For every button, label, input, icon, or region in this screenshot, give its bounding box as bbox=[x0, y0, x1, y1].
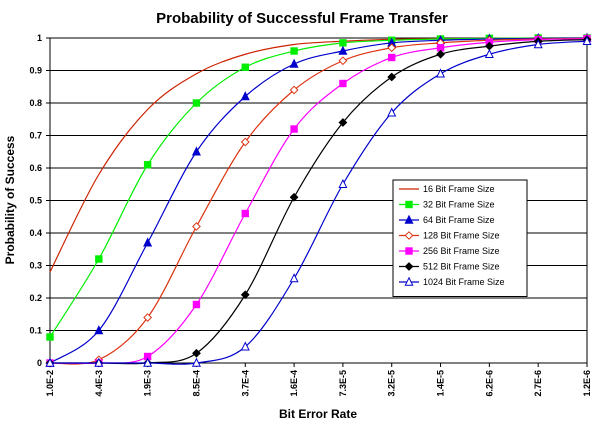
y-tick-label: 0.5 bbox=[29, 196, 42, 206]
y-tick-label: 0.2 bbox=[29, 293, 42, 303]
x-tick-label: 7.3E-5 bbox=[338, 370, 348, 397]
data-point bbox=[192, 300, 201, 309]
data-point bbox=[192, 222, 201, 231]
data-point bbox=[339, 79, 347, 88]
x-tick-label: 1.9E-3 bbox=[143, 370, 153, 397]
data-point bbox=[289, 273, 299, 283]
data-point bbox=[405, 200, 413, 209]
data-point bbox=[289, 58, 299, 68]
x-tick-label: 3.7E-4 bbox=[240, 370, 250, 397]
legend: 16 Bit Frame Size 32 Bit Frame Size 64 Bit… bbox=[392, 179, 528, 297]
x-tick-label: 4.4E-3 bbox=[94, 370, 104, 397]
data-point bbox=[289, 192, 299, 202]
data-point bbox=[388, 53, 396, 62]
x-tick-label: 2.7E-6 bbox=[533, 370, 543, 397]
legend-label: 16 Bit Frame Size bbox=[423, 184, 495, 194]
y-tick-label: 0.7 bbox=[29, 131, 42, 141]
data-point bbox=[387, 43, 397, 53]
data-point bbox=[94, 357, 104, 367]
data-point bbox=[240, 290, 250, 300]
data-point bbox=[143, 357, 153, 367]
data-point bbox=[436, 49, 445, 59]
y-tick-label: 1 bbox=[37, 33, 42, 43]
y-tick-label: 0.6 bbox=[29, 163, 42, 173]
x-tick-label: 1.6E-4 bbox=[289, 370, 299, 397]
data-point bbox=[290, 47, 298, 55]
data-point bbox=[436, 68, 446, 78]
data-point bbox=[338, 56, 348, 66]
data-point bbox=[240, 137, 250, 147]
x-tick-label: 1.2E-6 bbox=[582, 370, 592, 397]
chart-title: Probability of Successful Frame Transfer bbox=[156, 10, 448, 27]
data-point bbox=[387, 107, 397, 117]
y-tick-label: 0 bbox=[37, 358, 42, 368]
legend-box bbox=[392, 179, 528, 297]
legend-label: 32 Bit Frame Size bbox=[423, 200, 495, 210]
data-point bbox=[404, 276, 414, 286]
data-point bbox=[241, 63, 249, 71]
y-tick-label: 0.3 bbox=[29, 261, 42, 271]
data-point bbox=[387, 72, 397, 82]
data-point bbox=[143, 161, 152, 169]
x-axis-title: Bit Error Rate bbox=[279, 407, 357, 421]
x-tick-label: 1.0E-2 bbox=[45, 370, 55, 397]
data-point bbox=[191, 357, 201, 367]
data-point bbox=[94, 325, 104, 335]
data-point bbox=[241, 209, 249, 218]
y-tick-label: 0.9 bbox=[29, 66, 42, 76]
data-point bbox=[338, 118, 348, 127]
data-point bbox=[404, 214, 414, 224]
data-point bbox=[289, 85, 299, 95]
data-point bbox=[240, 341, 250, 351]
y-axis-title: Probability of Success bbox=[3, 135, 17, 264]
legend-label: 1024 Bit Frame Size bbox=[423, 277, 505, 287]
data-point bbox=[405, 247, 413, 255]
data-point bbox=[339, 39, 347, 47]
legend-label: 512 Bit Frame Size bbox=[423, 262, 500, 272]
x-tick-label: 8.5E-4 bbox=[191, 370, 201, 397]
y-tick-label: 0.1 bbox=[29, 326, 42, 336]
legend-label: 256 Bit Frame Size bbox=[423, 246, 500, 256]
data-point bbox=[582, 35, 592, 45]
data-point bbox=[240, 91, 250, 101]
y-tick-label: 0.4 bbox=[29, 228, 42, 238]
legend-label: 64 Bit Frame Size bbox=[423, 215, 495, 225]
x-tick-label: 3.2E-5 bbox=[387, 370, 397, 397]
data-point bbox=[192, 348, 201, 358]
data-point bbox=[143, 237, 153, 247]
legend-label: 128 Bit Frame Size bbox=[423, 231, 500, 241]
data-point bbox=[484, 48, 494, 58]
data-point bbox=[191, 146, 201, 156]
y-tick-label: 0.8 bbox=[29, 98, 42, 108]
data-point bbox=[45, 357, 55, 367]
data-point bbox=[290, 125, 298, 133]
data-point bbox=[338, 45, 348, 55]
data-point bbox=[95, 255, 103, 263]
x-tick-label: 1.4E-5 bbox=[436, 370, 446, 397]
data-point bbox=[143, 313, 153, 322]
data-point bbox=[192, 99, 201, 107]
data-point bbox=[404, 231, 414, 240]
data-point bbox=[46, 333, 54, 341]
data-point bbox=[533, 39, 543, 49]
data-point bbox=[404, 262, 414, 271]
x-tick-label: 6.2E-6 bbox=[484, 370, 494, 397]
data-point bbox=[338, 178, 348, 188]
